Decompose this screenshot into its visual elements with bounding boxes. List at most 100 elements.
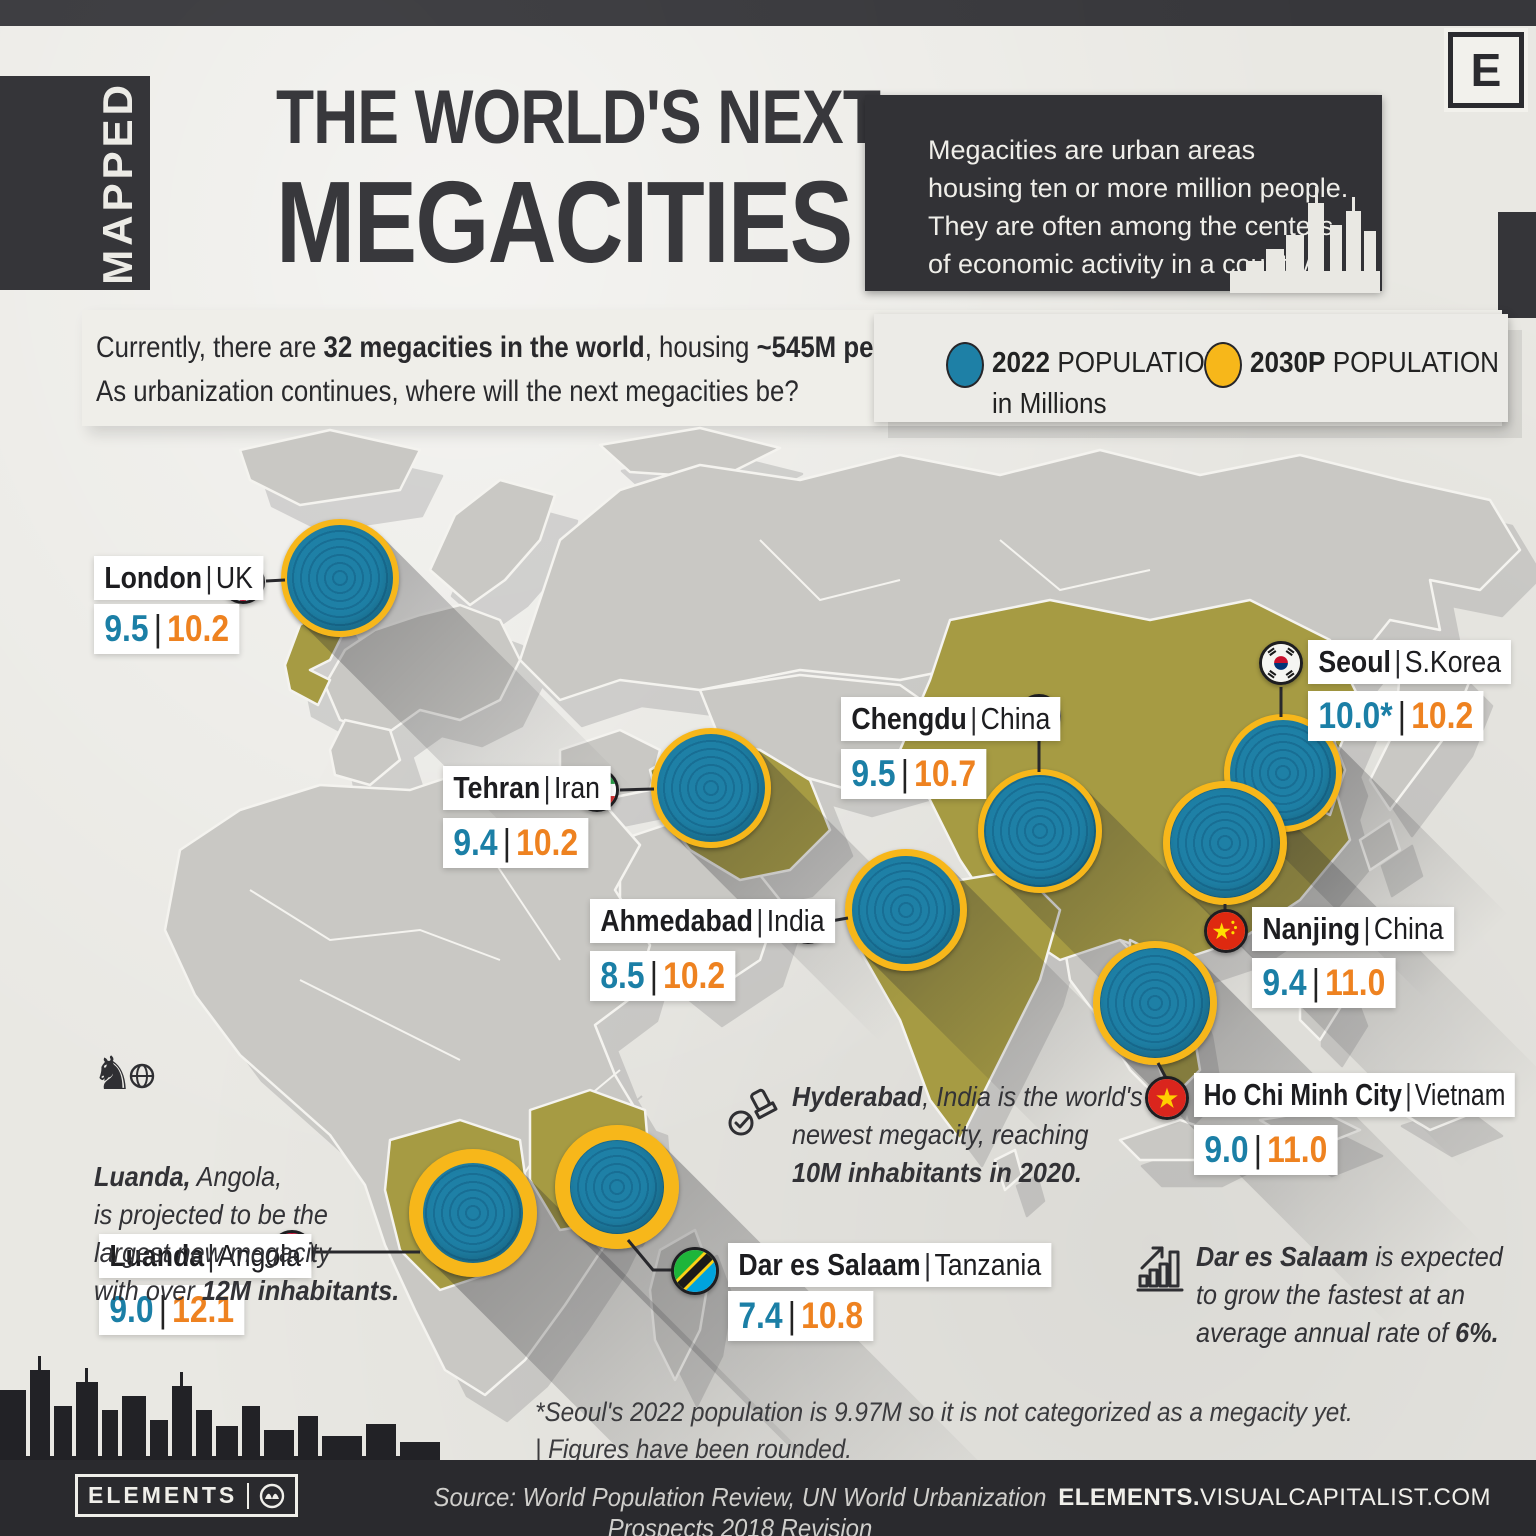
megacity-bubble-tehran (651, 728, 771, 848)
city-name: Ahmedabad (600, 903, 753, 938)
pop-2022-value: 9.4 (1262, 962, 1307, 1003)
legend: 2022 POPULATION 2030P POPULATION in Mill… (874, 314, 1508, 422)
legend-2030-dot (1204, 342, 1242, 388)
pop-2022-value: 9.5 (104, 608, 149, 649)
page-title: THE WORLD'S NEXT MEGACITIES (276, 75, 881, 287)
pop-2030-value: 10.2 (516, 822, 579, 863)
megacity-bubble-ho-chi-minh-city (1093, 941, 1217, 1065)
intro-run: Currently, there are (96, 331, 324, 364)
city-name: Chengdu (851, 701, 967, 736)
pop-2022-value: 9.0 (109, 1289, 154, 1330)
note-dar-es-salaam: Dar es Salaam is expected to grow the fa… (1196, 1241, 1503, 1348)
stamp-icon (726, 1086, 780, 1145)
vietnam-flag-icon (1145, 1076, 1189, 1120)
city-name: Nanjing (1262, 911, 1361, 946)
city-label-london: London | UK (94, 556, 291, 600)
city-skyline-silhouette (0, 1356, 440, 1462)
arctic-island (598, 426, 782, 480)
city-values-ahmedabad: 8.5 | 10.2 (590, 951, 759, 1001)
pop-2030-value: 12.1 (172, 1289, 235, 1330)
megacity-bubble-chengdu (978, 769, 1102, 893)
description-line: Megacities are urban areas (928, 135, 1256, 165)
china-flag-icon (1204, 909, 1248, 953)
elements-brand-label: ELEMENTS (88, 1482, 238, 1508)
kicker-label: MAPPED (94, 81, 141, 285)
megacity-bubble-ahmedabad (845, 849, 967, 971)
kicker-block: MAPPED (0, 76, 150, 290)
pop-2030-value: 11.0 (1267, 1129, 1328, 1170)
city-values-london: 9.5 | 10.2 (94, 604, 263, 654)
intro-run: , housing (644, 331, 757, 364)
source-credit: Source: World Population Review, UN Worl… (433, 1482, 1047, 1536)
city-values-dar-es-salaam: 7.4 | 10.8 (728, 1291, 897, 1341)
city-label-tehran: Tehran | Iran (443, 766, 638, 810)
footer-bar: ELEMENTS Source: World Population Review… (0, 1460, 1536, 1536)
description-line: They are often among the centers (928, 211, 1334, 241)
city-name: London (104, 560, 203, 595)
city-country: China (1373, 911, 1444, 946)
western-europe (323, 603, 522, 737)
scandinavia (428, 478, 557, 607)
city-values-ho-chi-minh-city: 9.0 | 11.0 (1194, 1125, 1361, 1175)
city-values-chengdu: 9.5 | 10.7 (841, 749, 1010, 799)
pop-2030-value: 10.7 (914, 753, 977, 794)
iberia (328, 718, 402, 787)
city-country: Angola (217, 1238, 301, 1273)
footnote: *Seoul's 2022 population is 9.97M so it … (535, 1397, 1353, 1464)
city-label-ho-chi-minh-city: Ho Chi Minh City | Vietnam (1194, 1073, 1536, 1117)
megacity-bubble-dar-es-salaam (555, 1125, 679, 1249)
pop-2022-value: 10.0* (1318, 695, 1393, 736)
pop-2022-value: 9.4 (453, 822, 498, 863)
intro-text: Currently, there are 32 megacities in th… (96, 326, 934, 414)
city-country: UK (215, 560, 253, 595)
city-name: Seoul (1318, 644, 1391, 679)
city-label-nanjing: Nanjing | China (1252, 907, 1487, 951)
pop-2030-value: 10.2 (1411, 695, 1474, 736)
city-country: Iran (554, 770, 600, 805)
pop-2022-value: 8.5 (600, 955, 645, 996)
city-label-dar-es-salaam: Dar es Salaam | Tanzania (728, 1243, 1104, 1287)
elements-corner-logo: E (1448, 32, 1524, 108)
note-hyderabad: Hyderabad, India is the world's newest m… (792, 1081, 1143, 1188)
description-box: Megacities are urban areas housing ten o… (865, 95, 1382, 293)
japan-south (1358, 818, 1402, 872)
city-name: Dar es Salaam (738, 1247, 921, 1282)
pop-2022-value: 9.5 (851, 753, 896, 794)
legend-unit: in Millions (992, 388, 1107, 420)
pop-2030-value: 10.2 (663, 955, 726, 996)
description-line: housing ten or more million people. (928, 173, 1349, 203)
city-country: Tanzania (934, 1247, 1042, 1282)
legend-2022-dot (946, 342, 984, 388)
site-url: ELEMENTS.VISUALCAPITALIST.COM (1058, 1484, 1491, 1511)
city-country: S.Korea (1404, 644, 1502, 679)
title-line1: THE WORLD'S NEXT (276, 75, 881, 160)
city-label-ahmedabad: Ahmedabad | India (590, 899, 875, 943)
growth-chart-icon (1134, 1240, 1188, 1299)
intro-bold-megacities-count: 32 megacities in the world (323, 331, 645, 364)
city-country: China (980, 701, 1051, 736)
city-values-nanjing: 9.4 | 11.0 (1252, 958, 1419, 1008)
sri-lanka (993, 1148, 1024, 1192)
elements-logo: ELEMENTS (75, 1474, 299, 1517)
edge-accent-strip (1498, 212, 1536, 318)
corner-logo-letter: E (1470, 44, 1502, 96)
logo-divider (247, 1482, 250, 1509)
city-skyline-icon (1230, 187, 1380, 293)
pop-2030-value: 10.2 (167, 608, 230, 649)
visual-capitalist-icon (260, 1483, 285, 1508)
title-line2: MEGACITIES (276, 157, 853, 287)
city-label-luanda: Luanda | Angola (99, 1234, 346, 1278)
city-label-chengdu: Chengdu | China (841, 697, 1096, 741)
megacity-bubble-london (281, 519, 399, 637)
pop-2030-value: 11.0 (1325, 962, 1386, 1003)
city-values-seoul: 10.0* | 10.2 (1308, 691, 1512, 741)
city-name: Tehran (453, 770, 541, 805)
city-values-luanda: 9.0 | 12.1 (99, 1285, 268, 1335)
city-label-seoul: Seoul | S.Korea (1308, 640, 1536, 684)
megacity-bubble-nanjing (1163, 781, 1287, 905)
tanzania-flag-icon (671, 1247, 719, 1295)
city-name: Ho Chi Minh City (1203, 1077, 1402, 1112)
note-luanda: Luanda, Angola, is projected to be the l… (94, 1161, 400, 1306)
city-country: India (766, 903, 825, 938)
